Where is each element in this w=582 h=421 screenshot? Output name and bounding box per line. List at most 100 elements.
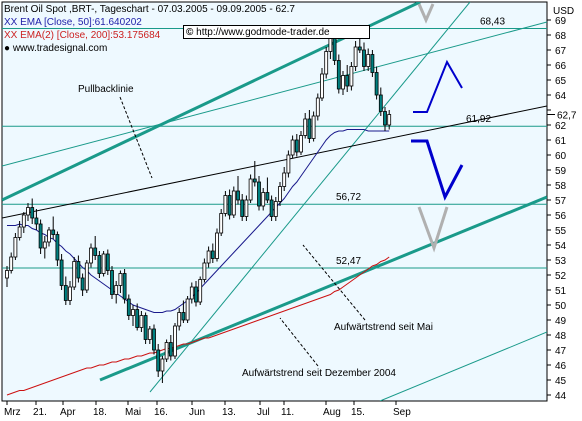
candle-body	[194, 286, 198, 303]
level-label: 68,43	[480, 17, 505, 28]
y-tick-label: 67	[555, 46, 567, 57]
candle-body	[164, 342, 169, 360]
candle-body	[202, 262, 207, 280]
candle-body	[105, 253, 110, 271]
x-tick-label: Jul	[257, 407, 270, 418]
candle-body	[152, 328, 156, 351]
candle-body	[374, 72, 379, 96]
candle-body	[294, 139, 299, 153]
trendline-may	[149, 2, 471, 393]
candle-body	[362, 49, 366, 67]
candle-body	[101, 253, 106, 274]
x-tick-label: 13.	[222, 407, 236, 418]
candle-body	[219, 213, 224, 234]
candle-body	[206, 250, 211, 264]
candle-body	[5, 270, 9, 279]
x-tick-label: 18.	[93, 407, 107, 418]
x-tick-label: 11.	[281, 407, 294, 418]
candle-body	[320, 73, 324, 99]
channel-parallel-upper	[2, 21, 547, 167]
candle-body	[26, 207, 30, 216]
annotation-pullback: Pullbacklinie	[78, 84, 134, 95]
candle-body	[42, 241, 47, 249]
candle-body	[168, 342, 173, 357]
y-tick-label: 60	[555, 151, 567, 162]
y-tick-label: 62	[555, 121, 567, 132]
annotations-layer: 68,43 61,92 56,72 52,47 Pullbacklinie Aufwärt…	[78, 3, 505, 379]
candle-body	[307, 118, 312, 139]
candle-body	[51, 229, 56, 235]
y-tick-label: 61	[555, 136, 567, 147]
candle-body	[366, 54, 371, 67]
candle-body	[299, 135, 303, 153]
x-tick-label: 16.	[154, 407, 168, 418]
projection-arrow-down	[411, 139, 464, 201]
y-tick-label: 68	[555, 31, 567, 42]
copyright-symbol: ©	[186, 27, 194, 38]
candle-body	[324, 51, 329, 75]
candle-body	[282, 172, 287, 187]
candle-body	[135, 309, 140, 328]
brand-url: www.tradesignal.com	[12, 43, 108, 54]
pullback-line	[2, 105, 547, 219]
candle-body	[223, 195, 228, 214]
candle-body	[353, 46, 358, 67]
last-price-label: 62,7	[557, 111, 577, 122]
brand-icon: ●	[4, 43, 11, 54]
candle-body	[13, 237, 18, 258]
candle-body	[378, 94, 383, 112]
candle-body	[17, 226, 22, 238]
y-tick-label: 55	[555, 226, 567, 237]
y-tick-label: 44	[555, 391, 567, 402]
chart-title: Brent Oil Spot ,BRT-, Tageschart - 07.03…	[4, 4, 295, 15]
candle-body	[97, 255, 102, 274]
candle-body	[30, 207, 35, 219]
candle-body	[189, 286, 194, 300]
y-tick-label: 45	[555, 376, 567, 387]
y-tick-label: 56	[555, 211, 567, 222]
candle-body	[156, 349, 161, 372]
y-tick-label: 64	[555, 91, 567, 102]
candle-body	[244, 199, 249, 217]
y-tick-label: 52	[555, 271, 567, 282]
projection-arrow-up	[413, 59, 463, 113]
candle-body	[118, 273, 123, 286]
ema200-line	[6, 256, 390, 396]
candle-body	[240, 199, 245, 217]
y-tick-label: 50	[555, 301, 567, 312]
annotation-pointer	[302, 244, 366, 321]
candle-body	[215, 232, 219, 259]
gray-marker-top	[417, 3, 435, 24]
candle-body	[114, 285, 119, 295]
annotation-pointer	[119, 96, 153, 179]
legend-brand: ● www.tradesignal.com	[4, 43, 107, 54]
candle-body	[278, 186, 282, 202]
candle-body	[110, 270, 114, 295]
gray-marker-bottom	[417, 206, 449, 253]
y-tick-label: 48	[555, 331, 567, 342]
candle-body	[336, 60, 341, 90]
copyright-url[interactable]: http://www.godmode-trader.de	[196, 27, 330, 38]
candle-body	[231, 190, 236, 216]
candle-body	[273, 201, 278, 217]
candle-body	[93, 247, 98, 256]
candle-body	[257, 181, 261, 207]
candle-body	[55, 234, 60, 261]
y-tick-label: 46	[555, 361, 567, 372]
candle-body	[185, 298, 190, 321]
x-tick-label: Jun	[189, 407, 205, 418]
y-tick-label: 66	[555, 61, 567, 72]
y-tick-label: 57	[555, 196, 567, 207]
candle-body	[345, 75, 350, 87]
y-tick-label: 65	[555, 76, 567, 87]
candle-body	[181, 312, 186, 321]
candle-body	[147, 328, 152, 340]
candle-body	[68, 286, 72, 301]
candle-body	[261, 192, 266, 207]
copyright-box: © http://www.godmode-trader.de	[183, 25, 370, 39]
candle-body	[173, 325, 177, 357]
candle-body	[315, 97, 320, 117]
legend-ema50: XX EMA [Close, 50]:61.640202	[4, 17, 142, 28]
legend-ema200: XX EMA(2) [Close, 200]:53.175684	[4, 30, 161, 41]
